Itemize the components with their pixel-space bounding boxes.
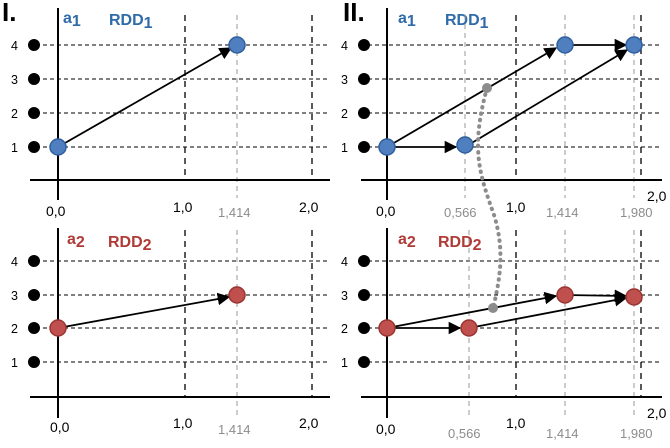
- panel-2-rdd2-title: RDD2: [438, 234, 482, 254]
- panel-1-rdd1-title: RDD1: [109, 12, 153, 32]
- tick-label: 1,0: [506, 199, 526, 215]
- tick-label: 2,0: [299, 415, 319, 431]
- level-label: 3: [11, 289, 18, 303]
- state-point: [378, 138, 396, 156]
- panel-2-rdd1-title: RDD1: [445, 12, 489, 32]
- level-label: 4: [341, 39, 348, 53]
- level-label: 4: [11, 39, 18, 53]
- state-point: [228, 36, 246, 54]
- tick-label-grey: 1,980: [620, 205, 653, 220]
- state-point: [228, 286, 246, 304]
- tick-label: 1,0: [173, 199, 193, 215]
- tick-label-grey: 1,414: [546, 426, 579, 441]
- tick-label: 2,0: [647, 188, 667, 204]
- state-point: [460, 319, 478, 337]
- state-point: [625, 288, 643, 306]
- state-point: [456, 136, 474, 154]
- panel-1-rdd2-title: RDD2: [108, 234, 152, 254]
- state-point: [556, 286, 574, 304]
- level-label: 3: [341, 289, 348, 303]
- tick-label: 1,0: [173, 415, 193, 431]
- state-point: [625, 36, 643, 54]
- state-point: [556, 36, 574, 54]
- panel-1-rdd1-agent: a1: [63, 10, 81, 30]
- level-label: 1: [341, 356, 348, 370]
- tick-label-grey: 0,566: [444, 205, 477, 220]
- tick-label-grey: 1,414: [218, 205, 251, 220]
- tick-label: 2,0: [647, 405, 667, 421]
- tick-label-grey: 1,414: [218, 422, 251, 437]
- level-label: 4: [341, 255, 348, 269]
- tick-label-grey: 1,414: [546, 205, 579, 220]
- tick-label: 0,0: [50, 419, 70, 435]
- level-label: 3: [341, 73, 348, 87]
- panel-1-rdd1: I. a1 RDD1 4 3 2 1 0,0 1,0 2,0 1,414: [2, 0, 330, 220]
- tick-label: 0,0: [376, 421, 396, 437]
- panel-2-rdd2: a2 RDD2 4 3 2 1 0,0 1,0 2,0 0,566 1,414 …: [341, 228, 667, 441]
- panel-2-rdd1-agent: a1: [398, 10, 416, 30]
- level-label: 4: [11, 255, 18, 269]
- state-point: [49, 319, 67, 337]
- panel-2-rdd1: II. a1 RDD1 4 3 2 1 0,0 1,0 2,0 0,566 1,…: [341, 0, 667, 220]
- tick-label: 1,0: [506, 415, 526, 431]
- level-label: 3: [11, 73, 18, 87]
- level-label: 2: [341, 322, 348, 336]
- level-label: 1: [341, 141, 348, 155]
- tick-label: 0,0: [46, 203, 66, 219]
- link-endpoint: [488, 303, 498, 313]
- level-label: 1: [11, 356, 18, 370]
- panel-1-rdd2-agent: a2: [67, 231, 85, 251]
- tick-label-grey: 1,980: [620, 426, 653, 441]
- panel-2-rdd2-agent: a2: [398, 231, 416, 251]
- level-label: 1: [11, 141, 18, 155]
- state-point: [378, 319, 396, 337]
- state-point: [49, 138, 67, 156]
- panel-1-label: I.: [2, 0, 16, 27]
- level-label: 2: [11, 322, 18, 336]
- tick-label-grey: 0,566: [448, 426, 481, 441]
- link-endpoint: [482, 83, 492, 93]
- level-label: 2: [341, 107, 348, 121]
- level-label: 2: [11, 107, 18, 121]
- tick-label: 0,0: [376, 203, 396, 219]
- correspondence-link: [476, 83, 503, 313]
- tick-label: 2,0: [299, 199, 319, 215]
- panel-2-label: II.: [343, 0, 365, 27]
- panel-1-rdd2: a2 RDD2 4 3 2 1 0,0 1,0 2,0 1,414: [11, 228, 330, 437]
